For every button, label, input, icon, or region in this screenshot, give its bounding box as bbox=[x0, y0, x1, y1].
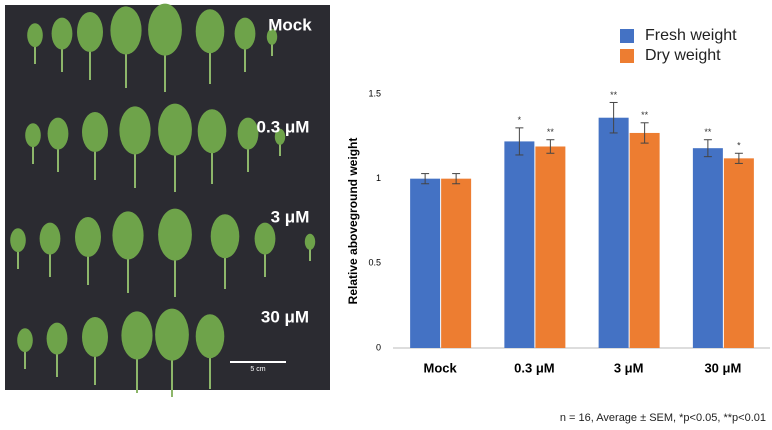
leaf bbox=[119, 106, 150, 154]
bar bbox=[630, 133, 660, 348]
leaf bbox=[158, 104, 192, 156]
significance-label: ** bbox=[610, 90, 618, 100]
leaf bbox=[27, 23, 43, 47]
significance-label: * bbox=[737, 141, 741, 151]
leaf bbox=[40, 223, 61, 255]
leaf bbox=[25, 123, 41, 147]
leaf bbox=[112, 211, 143, 259]
legend-swatch bbox=[620, 29, 634, 43]
bar bbox=[693, 148, 723, 348]
bar bbox=[441, 179, 471, 348]
x-tick-label: 30 μM bbox=[704, 360, 741, 375]
leaf bbox=[47, 323, 68, 355]
y-tick-label: 0.5 bbox=[368, 258, 381, 268]
leaf bbox=[196, 314, 225, 358]
photo-label: 30 μM bbox=[261, 307, 309, 326]
y-tick-label: 1 bbox=[376, 173, 381, 183]
photo-label: 3 μM bbox=[271, 207, 310, 226]
bar bbox=[724, 158, 754, 348]
leaf bbox=[17, 328, 33, 352]
y-axis-label: Relative aboveground weight bbox=[346, 138, 360, 305]
leaf bbox=[52, 18, 73, 50]
leaf bbox=[255, 223, 276, 255]
x-tick-label: Mock bbox=[424, 360, 458, 375]
leaf bbox=[196, 9, 225, 53]
leaf bbox=[211, 214, 240, 258]
legend-label: Fresh weight bbox=[645, 27, 737, 44]
y-tick-label: 0 bbox=[376, 342, 381, 352]
leaf bbox=[121, 311, 152, 359]
leaf bbox=[155, 309, 189, 361]
legend-swatch bbox=[620, 49, 634, 63]
leaf bbox=[238, 118, 259, 150]
footnote: n = 16, Average ± SEM, *p<0.05, **p<0.01 bbox=[560, 412, 766, 424]
photo-label: Mock bbox=[268, 15, 312, 34]
leaf bbox=[82, 112, 108, 152]
leaf bbox=[110, 6, 141, 54]
leaf bbox=[77, 12, 103, 52]
significance-label: ** bbox=[547, 127, 555, 137]
x-tick-label: 0.3 μM bbox=[514, 360, 554, 375]
leaf bbox=[148, 4, 182, 56]
leaf bbox=[158, 209, 192, 261]
legend-label: Dry weight bbox=[645, 47, 721, 64]
leaf bbox=[48, 118, 69, 150]
leaf bbox=[75, 217, 101, 257]
y-tick-label: 1.5 bbox=[368, 88, 381, 98]
significance-label: * bbox=[518, 115, 522, 125]
leaf bbox=[198, 109, 227, 153]
leaf bbox=[82, 317, 108, 357]
photo-label: 0.3 μM bbox=[257, 117, 310, 136]
leaf bbox=[235, 18, 256, 50]
significance-label: ** bbox=[704, 127, 712, 137]
x-tick-label: 3 μM bbox=[614, 360, 644, 375]
bar bbox=[535, 146, 565, 348]
figure: 5 cm Relative aboveground weight n = 16,… bbox=[0, 0, 772, 430]
scale-bar-label: 5 cm bbox=[250, 366, 265, 373]
bar bbox=[410, 179, 440, 348]
leaf bbox=[10, 228, 26, 252]
leaf bbox=[305, 234, 315, 250]
bar bbox=[504, 141, 534, 348]
significance-label: ** bbox=[641, 110, 649, 120]
bar bbox=[599, 118, 629, 348]
